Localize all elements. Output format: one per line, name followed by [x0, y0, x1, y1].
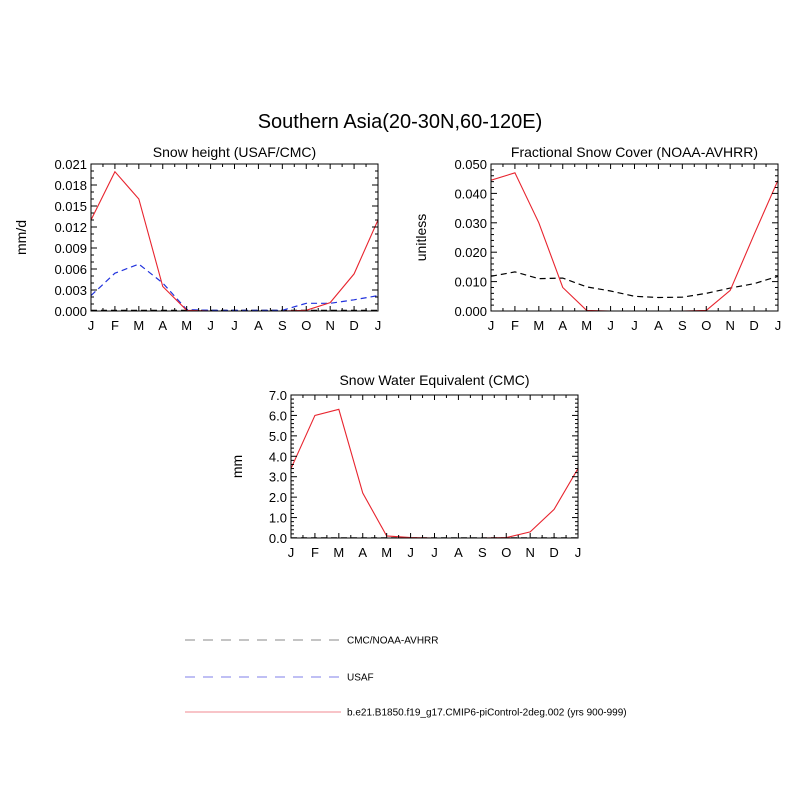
y-tick-label: 0.0	[269, 531, 287, 546]
x-tick-label: J	[88, 318, 95, 333]
y-axis-label: unitless	[413, 214, 429, 261]
x-tick-label: M	[533, 318, 544, 333]
x-tick-label: F	[311, 545, 319, 560]
figure-title: Southern Asia(20-30N,60-120E)	[258, 111, 543, 133]
x-tick-label: J	[607, 318, 614, 333]
y-tick-label: 6.0	[269, 408, 287, 423]
x-tick-label: M	[381, 545, 392, 560]
x-tick-label: A	[454, 545, 463, 560]
x-tick-label: J	[407, 545, 414, 560]
series-line-usaf	[91, 263, 378, 311]
x-tick-label: S	[478, 545, 487, 560]
y-tick-label: 0.020	[454, 245, 487, 260]
x-tick-label: O	[301, 318, 311, 333]
x-tick-label: D	[749, 318, 758, 333]
legend-entry: b.e21.B1850.f19_g17.CMIP6-piControl-2deg…	[185, 708, 627, 719]
y-tick-label: 0.006	[54, 262, 87, 277]
y-tick-label: 0.015	[54, 199, 87, 214]
y-tick-label: 7.0	[269, 388, 287, 403]
x-tick-label: F	[511, 318, 519, 333]
plot-frame	[290, 394, 579, 539]
chart-panels: Snow height (USAF/CMC)mm/dJ F M A M J J A S O N D J0…	[13, 144, 781, 560]
x-tick-label: O	[701, 318, 711, 333]
x-tick-label: J	[431, 545, 438, 560]
x-tick-label: A	[558, 318, 567, 333]
x-tick-label: A	[358, 545, 367, 560]
x-tick-label: J	[775, 318, 782, 333]
chart-panel-2: Fractional Snow Cover (NOAA-AVHRR) unitle…	[413, 144, 781, 333]
legend-label: USAF	[347, 673, 374, 684]
panel-title: Fractional Snow Cover (NOAA-AVHRR)	[511, 144, 758, 160]
y-tick-label: 5.0	[269, 429, 287, 444]
x-tick-label: J	[375, 318, 382, 333]
legend-entry: USAF	[185, 673, 374, 684]
y-tick-label: 0.003	[54, 283, 87, 298]
x-tick-label: F	[111, 318, 119, 333]
y-tick-label: 0.010	[454, 275, 487, 290]
y-axis-label: mm	[229, 455, 245, 478]
legend-label: b.e21.B1850.f19_g17.CMIP6-piControl-2deg…	[347, 708, 627, 719]
legend-label: CMC/NOAA-AVHRR	[347, 636, 438, 647]
x-tick-label: A	[654, 318, 663, 333]
y-tick-label: 0.040	[454, 186, 487, 201]
x-tick-label: D	[349, 318, 358, 333]
x-tick-label: J	[631, 318, 638, 333]
y-tick-label: 0.030	[454, 216, 487, 231]
y-tick-label: 3.0	[269, 470, 287, 485]
x-tick-label: S	[278, 318, 287, 333]
panel-title: Snow height (USAF/CMC)	[153, 144, 316, 160]
x-tick-label: O	[501, 545, 511, 560]
x-tick-label: J	[288, 545, 295, 560]
x-tick-label: J	[207, 318, 214, 333]
x-tick-label: J	[231, 318, 238, 333]
panel-title: Snow Water Equivalent (CMC)	[339, 372, 529, 388]
x-tick-label: M	[333, 545, 344, 560]
y-tick-label: 1.0	[269, 511, 287, 526]
series-line-model	[91, 170, 378, 311]
y-tick-label: 0.000	[454, 304, 487, 319]
series-line-cmc	[491, 271, 778, 299]
y-tick-label: 4.0	[269, 449, 287, 464]
y-tick-label: 2.0	[269, 490, 287, 505]
x-tick-label: J	[575, 545, 582, 560]
x-tick-label: S	[678, 318, 687, 333]
x-tick-label: A	[254, 318, 263, 333]
y-tick-label: 0.000	[54, 304, 87, 319]
plot-frame	[490, 163, 779, 312]
y-tick-label: 0.012	[54, 220, 87, 235]
x-tick-label: N	[525, 545, 534, 560]
y-axis-label: mm/d	[13, 220, 29, 255]
y-tick-label: 0.009	[54, 241, 87, 256]
plot-frame	[90, 163, 379, 312]
x-tick-label: M	[133, 318, 144, 333]
series-line-model	[291, 408, 578, 538]
y-tick-label: 0.021	[54, 157, 87, 172]
x-tick-label: N	[725, 318, 734, 333]
y-tick-label: 0.050	[454, 157, 487, 172]
x-tick-label: N	[325, 318, 334, 333]
x-tick-label: M	[581, 318, 592, 333]
x-tick-label: D	[549, 545, 558, 560]
x-tick-label: A	[158, 318, 167, 333]
y-tick-label: 0.018	[54, 178, 87, 193]
x-tick-label: M	[181, 318, 192, 333]
legend-entry: CMC/NOAA-AVHRR	[185, 636, 438, 647]
legend: CMC/NOAA-AVHRR USAF b.e21.B1850.f19_g17.CM…	[185, 636, 627, 719]
chart-panel-3: Snow Water Equivalent (CMC)mmJ F M A M J J A S O N…	[229, 372, 581, 560]
series-line-model	[491, 172, 778, 311]
x-tick-label: J	[488, 318, 495, 333]
chart-panel-1: Snow height (USAF/CMC)mm/dJ F M A M J J A S O N D J0…	[13, 144, 381, 333]
